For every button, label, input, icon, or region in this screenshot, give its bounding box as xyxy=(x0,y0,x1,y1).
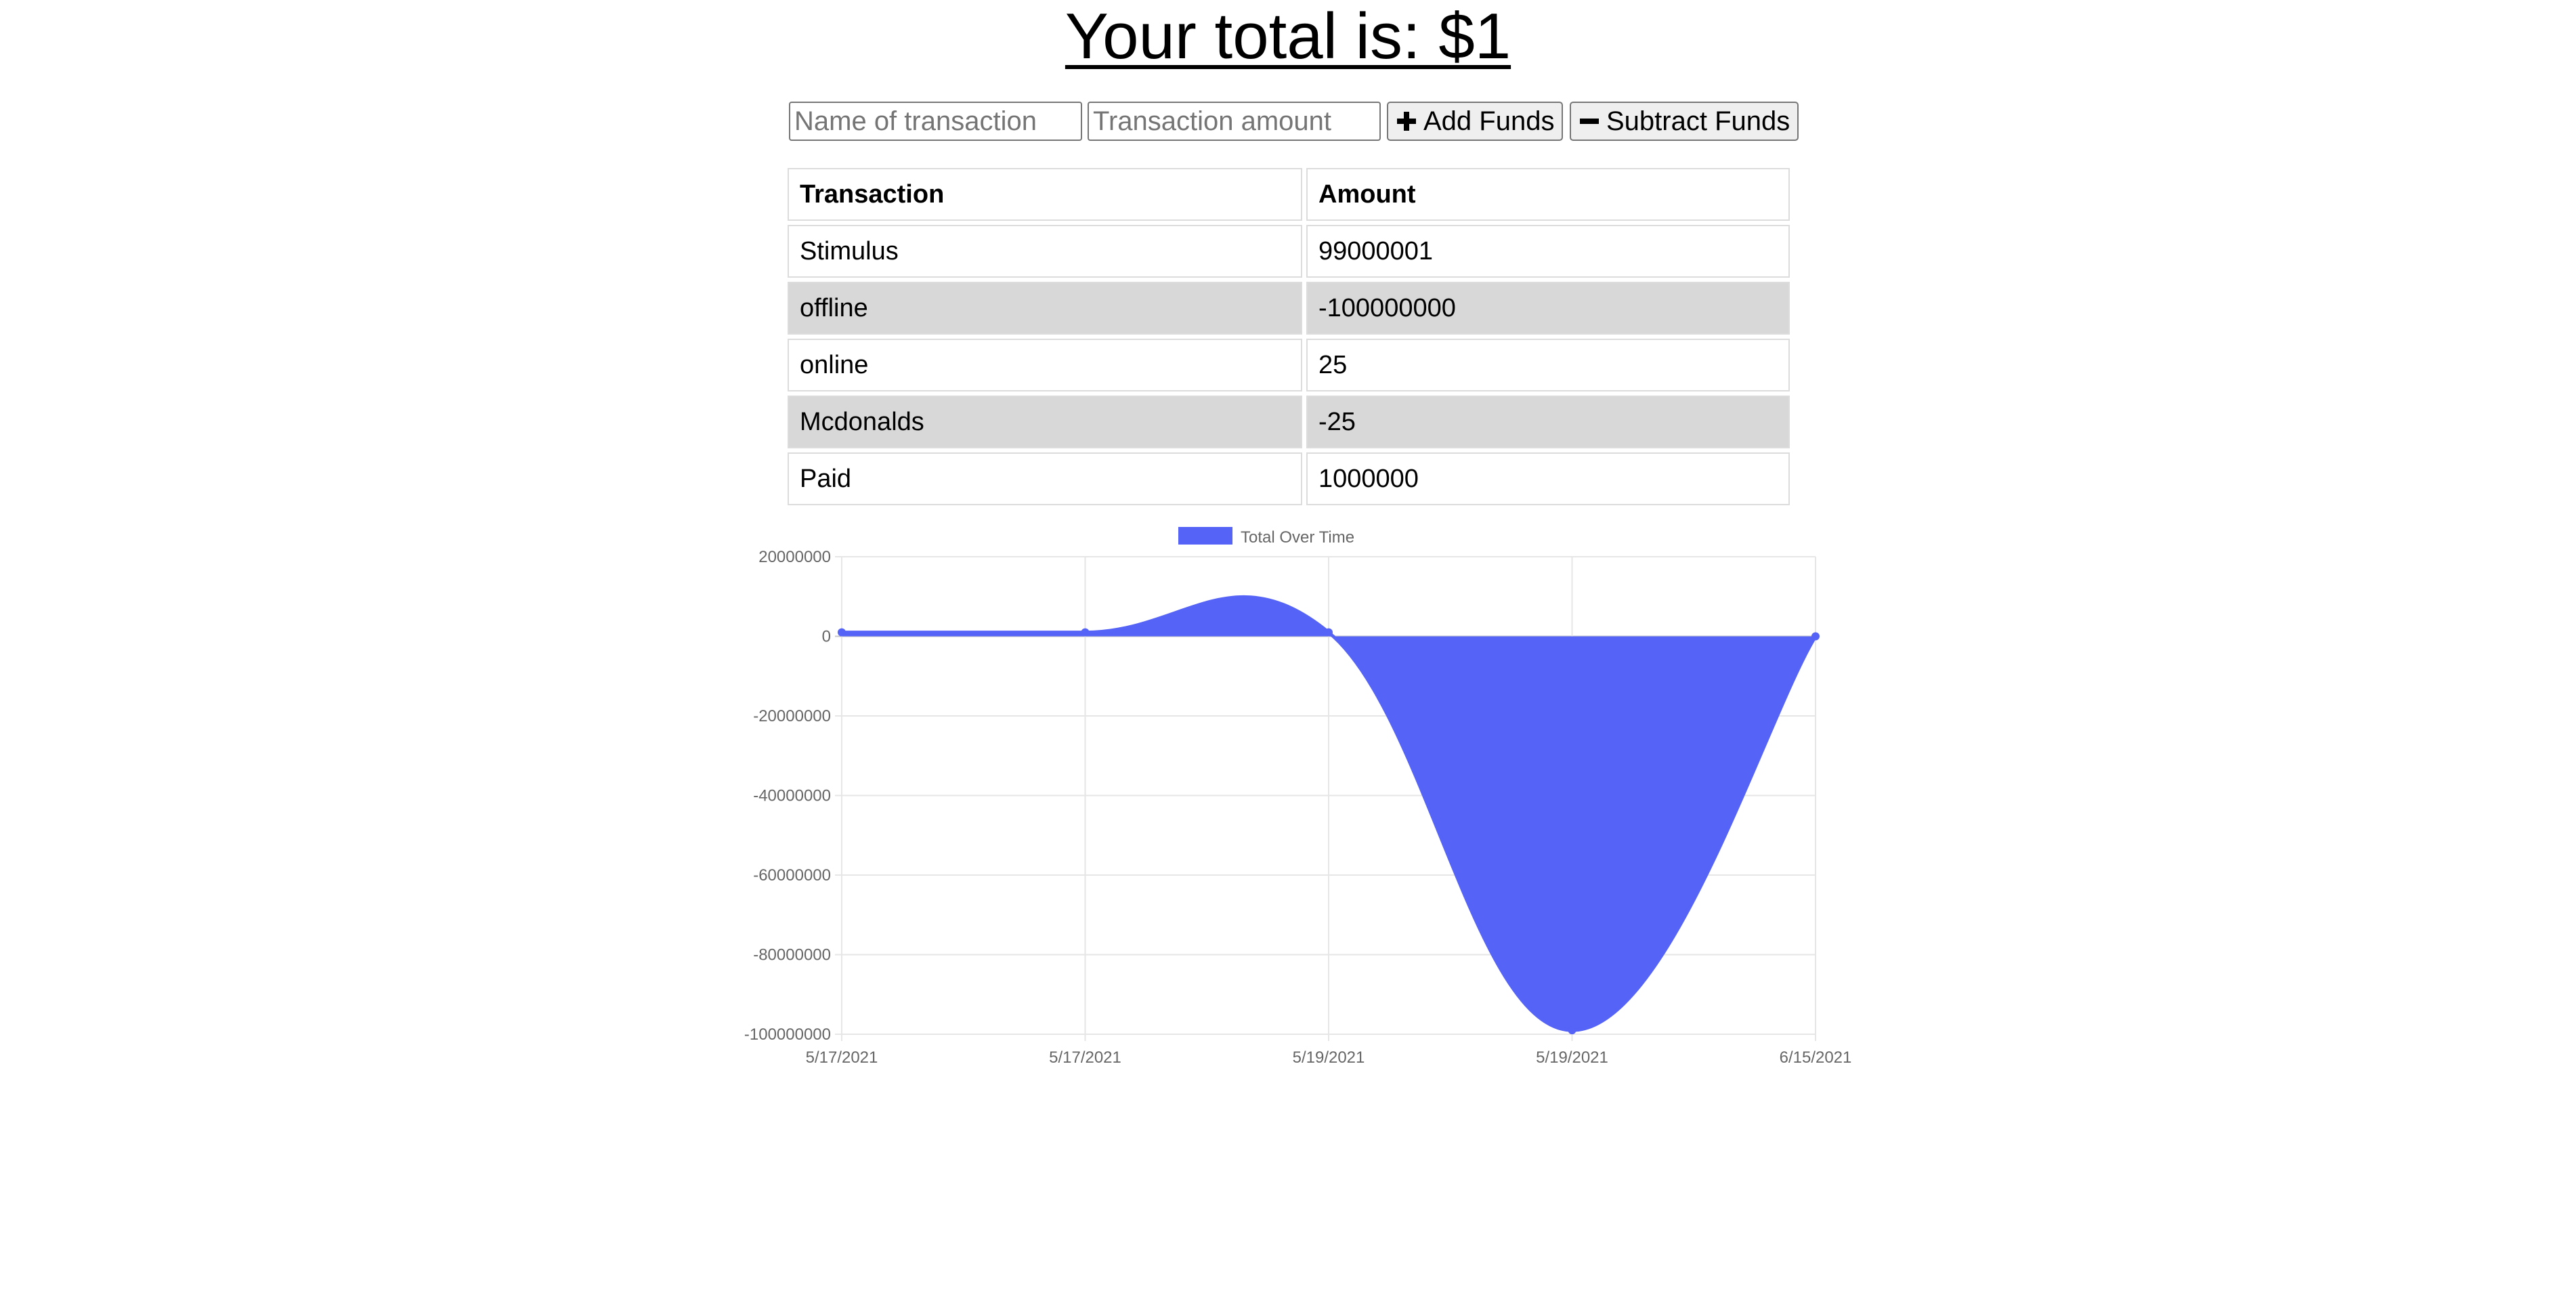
transaction-amount-cell: 1000000 xyxy=(1306,452,1790,505)
add-funds-button[interactable]: Add Funds xyxy=(1387,102,1563,141)
total-heading: Your total is: $1 xyxy=(1065,0,1511,72)
x-tick-label: 5/17/2021 xyxy=(1049,1048,1121,1067)
transaction-name-cell: Paid xyxy=(788,452,1302,505)
y-tick-label: 0 xyxy=(822,628,831,646)
data-point xyxy=(1325,628,1333,637)
table-row: Mcdonalds -25 xyxy=(788,396,1790,448)
transaction-amount-cell: 99000001 xyxy=(1306,225,1790,278)
subtract-funds-label: Subtract Funds xyxy=(1606,106,1790,136)
data-point xyxy=(838,628,846,637)
y-tick-label: -100000000 xyxy=(744,1025,831,1044)
transaction-amount-cell: -25 xyxy=(1306,396,1790,448)
table-header-row: Transaction Amount xyxy=(788,168,1790,221)
transaction-name-input[interactable] xyxy=(789,102,1082,141)
y-tick-label: -40000000 xyxy=(753,787,831,805)
transaction-amount-cell: 25 xyxy=(1306,339,1790,391)
plus-icon xyxy=(1397,112,1416,131)
legend-swatch xyxy=(1178,527,1232,545)
table-row: Stimulus 99000001 xyxy=(788,225,1790,278)
transaction-amount-input[interactable] xyxy=(1088,102,1381,141)
y-tick-label: 20000000 xyxy=(758,548,831,566)
legend-label: Total Over Time xyxy=(1241,528,1354,547)
add-funds-label: Add Funds xyxy=(1423,106,1555,136)
subtract-funds-button[interactable]: Subtract Funds xyxy=(1570,102,1799,141)
table-row: online 25 xyxy=(788,339,1790,391)
y-tick-label: -80000000 xyxy=(753,946,831,964)
transaction-name-cell: Stimulus xyxy=(788,225,1302,278)
transaction-name-cell: Mcdonalds xyxy=(788,396,1302,448)
table-row: Paid 1000000 xyxy=(788,452,1790,505)
transaction-amount-cell: -100000000 xyxy=(1306,282,1790,335)
header-transaction: Transaction xyxy=(788,168,1302,221)
minus-icon xyxy=(1580,119,1599,124)
series-line-total-over-time xyxy=(841,595,1818,1032)
x-tick-label: 5/19/2021 xyxy=(1536,1048,1608,1067)
series-area-total-over-time xyxy=(842,597,1816,1031)
header-amount: Amount xyxy=(1306,168,1790,221)
x-tick-label: 5/17/2021 xyxy=(806,1048,878,1067)
x-tick-label: 5/19/2021 xyxy=(1293,1048,1365,1067)
table-row: offline -100000000 xyxy=(788,282,1790,335)
transaction-name-cell: offline xyxy=(788,282,1302,335)
y-tick-label: -60000000 xyxy=(753,866,831,885)
data-point xyxy=(1081,628,1090,637)
total-over-time-chart: 20000000 0 -20000000 -40000000 -60000000 -800… xyxy=(744,527,1852,1067)
y-tick-label: -20000000 xyxy=(753,707,831,725)
data-point xyxy=(1811,632,1820,641)
transaction-name-cell: online xyxy=(788,339,1302,391)
transactions-table-container: Transaction Amount Stimulus 99000001 off… xyxy=(788,168,1798,509)
transactions-table: Transaction Amount Stimulus 99000001 off… xyxy=(783,164,1794,509)
x-tick-label: 6/15/2021 xyxy=(1780,1048,1852,1067)
data-point xyxy=(1568,1026,1576,1035)
